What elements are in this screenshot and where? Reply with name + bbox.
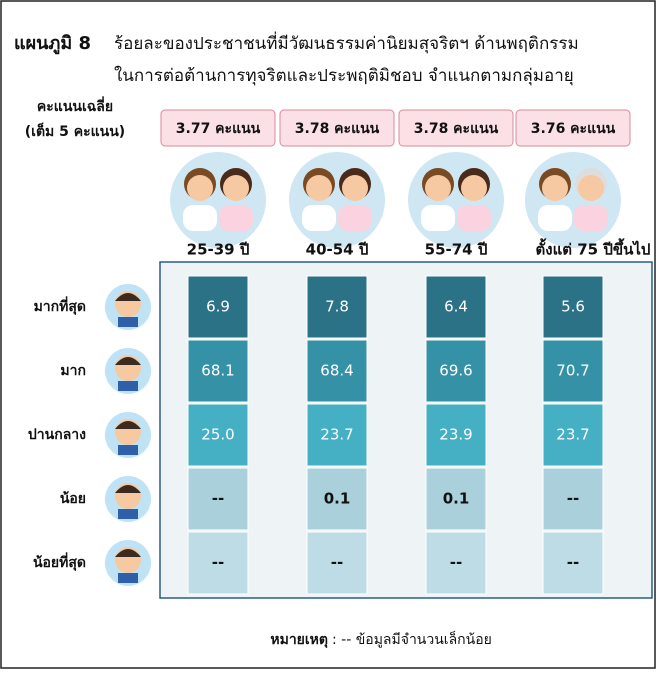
person-body — [421, 205, 455, 231]
note-label: หมายเหตุ — [270, 632, 328, 648]
people-icon-bg — [408, 152, 504, 248]
person-face — [223, 175, 249, 201]
cell-value: 68.4 — [320, 362, 353, 380]
person-body — [457, 205, 491, 231]
cell-value: 68.1 — [201, 362, 234, 380]
row-label: มากที่สุด — [34, 296, 86, 315]
cell-value: 6.9 — [206, 298, 230, 316]
people-icon-bg — [289, 152, 385, 248]
score-caption: (เต็ม 5 คะแนน) — [25, 122, 125, 140]
cell-value: 7.8 — [325, 298, 349, 316]
row-label: น้อย — [60, 491, 86, 507]
face-shirt — [118, 317, 138, 327]
person-body — [538, 205, 572, 231]
person-face — [306, 175, 332, 201]
score-label: 3.76 คะแนน — [531, 121, 616, 137]
person-body — [302, 205, 336, 231]
subtitle-line: ในการต่อต้านการทุจริตและประพฤติมิชอบ จำแ… — [114, 65, 574, 86]
cell-value: -- — [567, 490, 579, 508]
cell-value: 5.6 — [561, 298, 585, 316]
score-label: 3.78 คะแนน — [295, 121, 380, 137]
cell-value: 23.9 — [439, 426, 472, 444]
person-face — [542, 175, 568, 201]
score-label: 3.77 คะแนน — [176, 121, 261, 137]
person-body — [219, 205, 253, 231]
cell-value: -- — [212, 490, 224, 508]
cell-value: 25.0 — [201, 426, 234, 444]
people-icon-bg — [525, 152, 621, 248]
face-shirt — [118, 445, 138, 455]
score-label: 3.78 คะแนน — [414, 121, 499, 137]
cell-value: -- — [331, 554, 343, 572]
people-icon-bg — [170, 152, 266, 248]
infographic: แผนภูมิ 8 ร้อยละของประชาชนที่มีวัฒนธรรมค… — [0, 0, 656, 669]
cell-value: 23.7 — [320, 426, 353, 444]
person-face — [187, 175, 213, 201]
person-face — [461, 175, 487, 201]
face-shirt — [118, 381, 138, 391]
person-face — [425, 175, 451, 201]
cell-value: 0.1 — [324, 490, 351, 508]
group-label: ตั้งแต่ 75 ปีขึ้นไป — [536, 238, 651, 259]
row-label: ปานกลาง — [28, 427, 86, 443]
cell-value: 0.1 — [443, 490, 470, 508]
person-face — [578, 175, 604, 201]
cell-value: -- — [567, 554, 579, 572]
cell-value: 6.4 — [444, 298, 468, 316]
face-shirt — [118, 573, 138, 583]
note-text: : -- ข้อมูลมีจำนวนเล็กน้อย — [332, 630, 492, 648]
row-label: มาก — [60, 363, 86, 379]
cell-value: -- — [450, 554, 462, 572]
cell-value: 70.7 — [556, 362, 589, 380]
face-shirt — [118, 509, 138, 519]
person-body — [183, 205, 217, 231]
cell-value: 23.7 — [556, 426, 589, 444]
person-body — [574, 205, 608, 231]
cell-value: 69.6 — [439, 362, 472, 380]
score-caption: คะแนนเฉลี่ย — [37, 96, 113, 115]
group-label: 55-74 ปี — [425, 241, 488, 259]
person-face — [342, 175, 368, 201]
cell-value: -- — [212, 554, 224, 572]
subtitle-line: ร้อยละของประชาชนที่มีวัฒนธรรมค่านิยมสุจร… — [114, 31, 579, 54]
person-body — [338, 205, 372, 231]
row-label: น้อยที่สุด — [33, 552, 86, 571]
group-label: 40-54 ปี — [306, 241, 369, 259]
group-label: 25-39 ปี — [187, 241, 250, 259]
title: แผนภูมิ 8 — [14, 33, 91, 55]
